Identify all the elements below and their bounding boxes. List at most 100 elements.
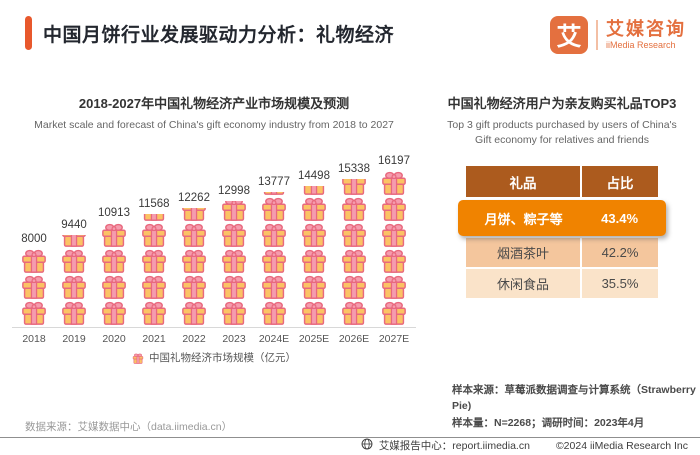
bar-group: 8000 9440 <box>0 139 428 325</box>
gift-box-icon <box>260 299 288 325</box>
gift-box-icon <box>380 247 408 273</box>
x-axis-tick-label: 2026E <box>338 333 370 346</box>
gift-box-icon <box>340 247 368 273</box>
gift-box-icon <box>220 299 248 325</box>
top3-table: 礼品 占比 月饼、粽子等 43.4% 烟酒茶叶 42.2% 休闲食品 35.5% <box>458 166 666 299</box>
x-axis-tick-label: 2019 <box>62 333 86 346</box>
gift-box-icon <box>260 247 288 273</box>
gift-box-icon <box>100 247 128 273</box>
gift-box-icon <box>300 221 328 247</box>
table-subtitle-en: Top 3 gift products purchased by users o… <box>447 118 677 147</box>
gift-box-icon <box>300 299 328 325</box>
x-axis-tick-label: 2025E <box>298 333 330 346</box>
bar-value-label: 11568 <box>138 198 170 211</box>
x-axis-tick-label: 2024E <box>258 333 290 346</box>
table-row: 烟酒茶叶 42.2% <box>466 238 658 268</box>
header: 中国月饼行业发展驱动力分析：礼物经济 艾 艾媒咨询 iiMedia Resear… <box>0 0 700 54</box>
x-axis-tick-label: 2027E <box>378 333 410 346</box>
gift-box-icon <box>140 221 168 247</box>
share-cell: 43.4% <box>601 210 639 226</box>
gift-name-cell: 休闲食品 <box>466 269 582 299</box>
gift-economy-chart: 2018-2027年中国礼物经济产业市场规模及预测 Market scale a… <box>0 96 428 365</box>
table-header-row: 礼品 占比 <box>466 166 658 198</box>
gift-box-icon <box>100 221 128 247</box>
gift-box-icon <box>260 195 288 221</box>
gift-box-partial-icon <box>220 201 248 221</box>
gift-box-icon <box>340 221 368 247</box>
gift-box-icon <box>100 299 128 325</box>
brand-name-en: iiMedia Research <box>606 39 676 50</box>
gift-box-partial-icon <box>180 208 208 221</box>
table-body: 月饼、粽子等 43.4% 烟酒茶叶 42.2% 休闲食品 35.5% <box>458 200 666 299</box>
main-content: 2018-2027年中国礼物经济产业市场规模及预测 Market scale a… <box>0 96 700 365</box>
gift-box-icon <box>340 195 368 221</box>
bar-column-2020: 10913 <box>98 207 131 325</box>
table-header-gift: 礼品 <box>466 166 582 198</box>
gift-box-icon <box>60 247 88 273</box>
brand-logo-text: 艾媒咨询 iiMedia Research <box>596 18 686 51</box>
gift-box-icon <box>380 221 408 247</box>
table-title: 中国礼物经济用户为亲友购买礼品TOP3 <box>447 96 677 111</box>
chart-subtitle-en: Market scale and forecast of China's gif… <box>34 118 394 131</box>
title-block: 中国月饼行业发展驱动力分析：礼物经济 <box>25 16 394 50</box>
gift-box-icon <box>380 169 408 195</box>
gift-box-icon <box>20 247 48 273</box>
gift-box-icon <box>100 273 128 299</box>
x-axis-line <box>12 327 416 329</box>
bar-value-label: 14498 <box>298 170 330 183</box>
gift-box-icon <box>220 247 248 273</box>
gift-box-icon <box>60 299 88 325</box>
bar-column-2022: 12262 <box>178 192 211 325</box>
bar-column-2026E: 15338 <box>338 163 371 325</box>
gift-box-icon <box>220 221 248 247</box>
bar-column-2024E: 13777 <box>258 176 291 325</box>
bar-column-2025E: 14498 <box>298 170 331 325</box>
footer-copyright: ©2024 iiMedia Research Inc <box>555 439 688 452</box>
legend-label: 中国礼物经济市场规模（亿元） <box>149 352 296 365</box>
gift-box-icon <box>180 299 208 325</box>
gift-box-icon <box>20 299 48 325</box>
x-axis-tick-label: 2023 <box>222 333 246 346</box>
gift-box-icon <box>380 273 408 299</box>
bar-value-label: 12998 <box>218 185 250 198</box>
footer-divider <box>0 437 700 438</box>
title-accent-bar <box>25 16 32 50</box>
gift-box-partial-icon <box>60 235 88 247</box>
brand-name-cn: 艾媒咨询 <box>606 18 686 39</box>
gift-box-icon <box>180 247 208 273</box>
gift-box-icon <box>380 299 408 325</box>
gift-box-icon <box>140 247 168 273</box>
gift-box-icon <box>300 273 328 299</box>
legend-gift-icon <box>132 351 144 364</box>
globe-icon <box>361 438 373 453</box>
gift-box-icon <box>380 195 408 221</box>
sample-source-note: 样本来源：草莓派数据调查与计算系统（Strawberry Pie) 样本量：N=… <box>452 382 700 431</box>
table-header-share: 占比 <box>606 175 634 191</box>
data-source-note: 数据来源：艾媒数据中心（data.iimedia.cn） <box>25 421 233 433</box>
gift-box-icon <box>20 273 48 299</box>
bar-value-label: 12262 <box>178 192 210 205</box>
bar-column-2019: 9440 <box>58 219 91 325</box>
x-axis-labels: 2018 2019 2020 2021 2022 2023 2024E 2025E 2026E 2… <box>0 333 428 345</box>
gift-box-icon <box>220 273 248 299</box>
gift-box-icon <box>260 273 288 299</box>
chart-legend: 中国礼物经济市场规模（亿元） <box>0 350 428 365</box>
bar-value-label: 10913 <box>98 207 130 220</box>
table-row-highlight: 月饼、粽子等 43.4% <box>458 200 666 237</box>
bar-column-2018: 8000 <box>18 233 51 325</box>
gift-box-partial-icon <box>300 186 328 195</box>
gift-box-icon <box>140 299 168 325</box>
gift-box-icon <box>180 221 208 247</box>
gift-box-icon <box>260 221 288 247</box>
top3-gifts-panel: 中国礼物经济用户为亲友购买礼品TOP3 Top 3 gift products … <box>428 96 696 365</box>
gift-box-partial-icon <box>140 214 168 221</box>
brand-logo-icon: 艾 <box>550 16 588 54</box>
brand-logo: 艾 艾媒咨询 iiMedia Research <box>550 16 686 54</box>
gift-box-icon <box>340 273 368 299</box>
chart-title: 2018-2027年中国礼物经济产业市场规模及预测 <box>78 96 350 111</box>
bar-column-2023: 12998 <box>218 185 251 325</box>
x-axis-tick-label: 2022 <box>182 333 206 346</box>
gift-name-cell: 烟酒茶叶 <box>466 238 582 268</box>
page-title: 中国月饼行业发展驱动力分析：礼物经济 <box>43 24 395 46</box>
bar-column-2021: 11568 <box>138 198 171 325</box>
